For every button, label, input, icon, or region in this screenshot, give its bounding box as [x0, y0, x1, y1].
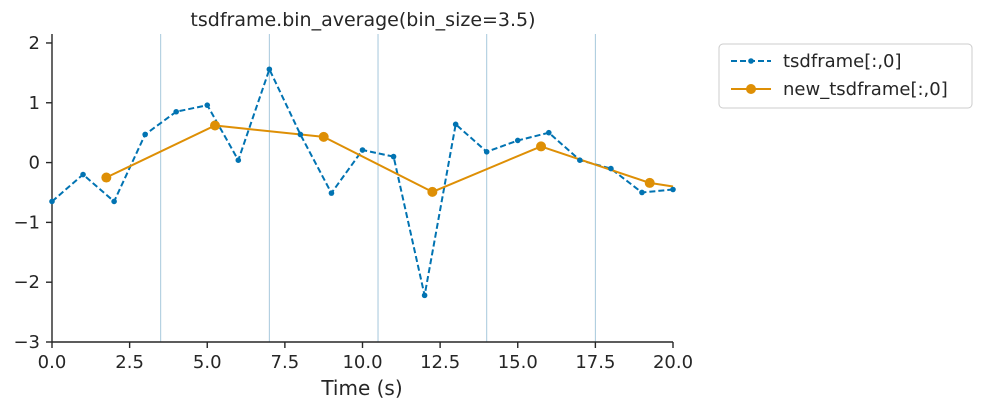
- x-axis-title: Time (s): [320, 376, 402, 400]
- data-point-new-tsdframe: [318, 131, 329, 142]
- y-tick-label: 1: [29, 93, 40, 114]
- bin-edges: [160, 34, 596, 342]
- x-tick-label: 17.5: [575, 352, 615, 373]
- x-tick-label: 12.5: [420, 352, 460, 373]
- data-point-tsdframe: [359, 147, 366, 153]
- data-point-tsdframe: [266, 66, 273, 73]
- data-point-tsdframe: [670, 186, 676, 193]
- x-tick-label: 5.0: [193, 352, 222, 373]
- data-point-tsdframe: [608, 165, 614, 172]
- data-point-tsdframe: [235, 157, 242, 163]
- data-point-tsdframe: [142, 131, 148, 138]
- legend: tsdframe[:,0] new_tsdframe[:,0]: [718, 43, 973, 109]
- data-point-tsdframe: [173, 108, 179, 115]
- x-ticks: 0.0 2.5 5.0 7.5 10.0 12.5 15.0 17.5 20.0: [38, 342, 693, 373]
- y-tick-label: 0: [29, 153, 40, 174]
- data-point-new-tsdframe: [536, 141, 547, 152]
- data-point-tsdframe: [421, 292, 428, 299]
- legend-label-tsdframe: tsdframe[:,0]: [783, 51, 902, 72]
- legend-marker-tsdframe: [748, 58, 754, 64]
- data-point-new-tsdframe: [427, 186, 438, 197]
- data-point-tsdframe: [390, 153, 397, 160]
- data-point-tsdframe: [514, 137, 521, 144]
- axes: [51, 34, 673, 343]
- data-point-tsdframe: [49, 198, 55, 205]
- chart-title: tsdframe.bin_average(bin_size=3.5): [190, 9, 535, 31]
- data-point-tsdframe: [204, 102, 211, 108]
- y-ticks: 2 1 0 −1 −2 −3: [13, 33, 52, 353]
- y-tick-label: −2: [13, 272, 40, 293]
- x-tick-label: 20.0: [653, 352, 693, 373]
- y-tick-label: 2: [29, 33, 40, 54]
- series-line-tsdframe: [51, 68, 674, 297]
- data-point-tsdframe: [546, 129, 552, 136]
- legend-box: [718, 43, 973, 109]
- x-tick-label: 0.0: [38, 352, 67, 373]
- legend-marker-new-tsdframe: [746, 84, 756, 94]
- x-tick-label: 2.5: [115, 352, 144, 373]
- data-point-tsdframe: [639, 189, 645, 196]
- data-point-new-tsdframe: [644, 177, 655, 188]
- series-line-new-tsdframe: [105, 124, 674, 193]
- data-point-new-tsdframe: [210, 120, 221, 131]
- legend-label-new-tsdframe: new_tsdframe[:,0]: [783, 79, 948, 100]
- data-point-tsdframe: [297, 131, 304, 138]
- data-point-tsdframe: [483, 149, 490, 155]
- y-tick-label: −3: [13, 332, 40, 353]
- x-tick-label: 15.0: [498, 352, 538, 373]
- series-markers: [49, 66, 676, 299]
- y-tick-label: −1: [13, 212, 40, 233]
- x-tick-label: 10.0: [342, 352, 382, 373]
- x-tick-label: 7.5: [271, 352, 300, 373]
- data-point-tsdframe: [328, 190, 335, 196]
- data-point-tsdframe: [452, 121, 459, 128]
- data-point-new-tsdframe: [101, 172, 112, 183]
- series-lines: [51, 68, 674, 297]
- data-point-tsdframe: [111, 198, 117, 205]
- data-point-tsdframe: [577, 157, 583, 163]
- data-point-tsdframe: [80, 171, 86, 178]
